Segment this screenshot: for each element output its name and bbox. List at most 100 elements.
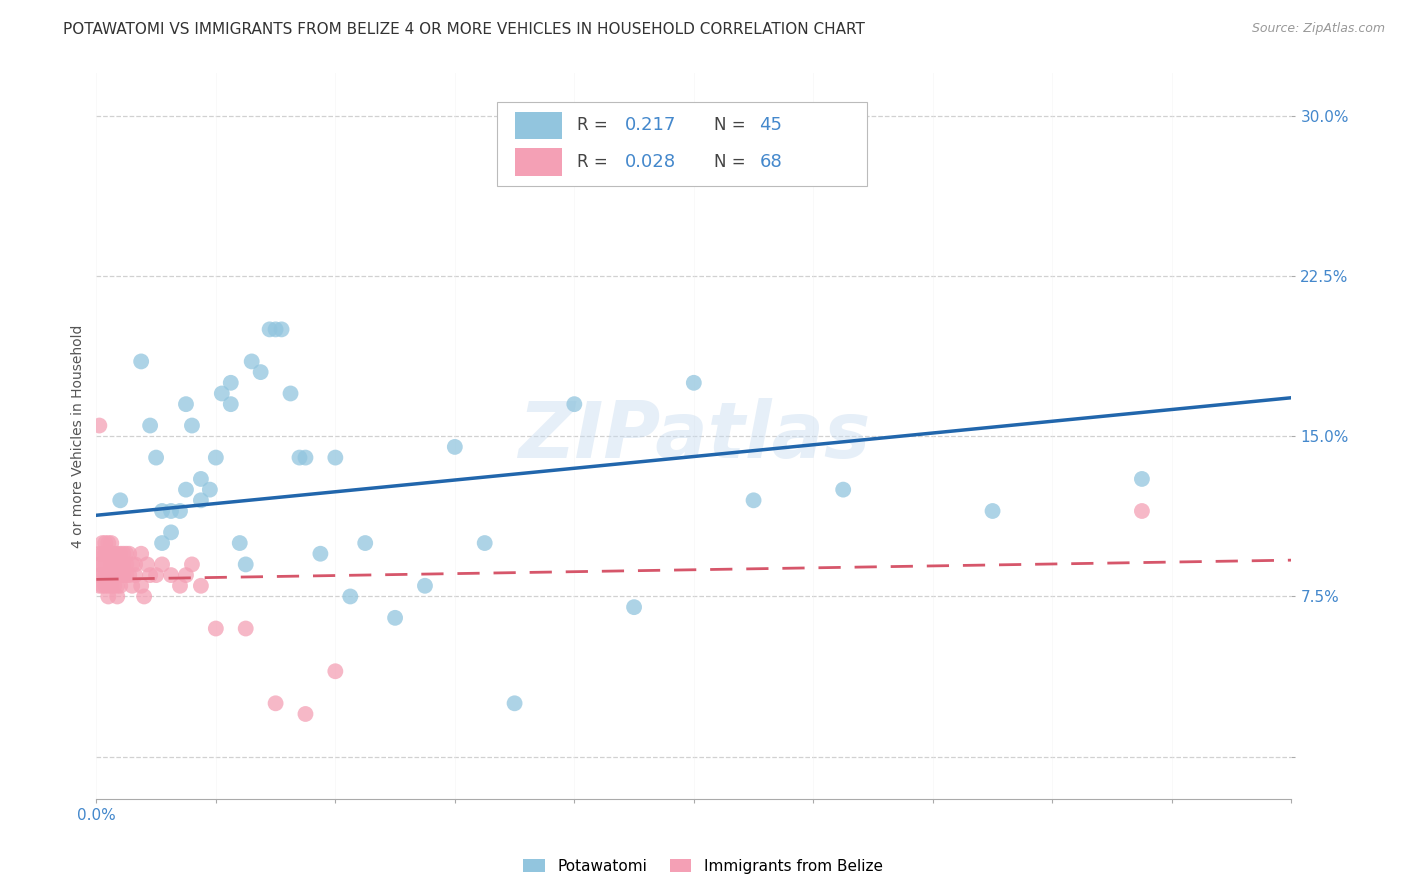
Point — [121, 558, 143, 572]
Point — [94, 568, 117, 582]
Point — [110, 547, 132, 561]
Point — [981, 504, 1004, 518]
Point — [280, 386, 302, 401]
Point — [160, 525, 183, 540]
Point — [443, 440, 465, 454]
Y-axis label: 4 or more Vehicles in Household: 4 or more Vehicles in Household — [72, 325, 86, 548]
Point — [97, 568, 120, 582]
Point — [413, 579, 436, 593]
Point — [118, 568, 141, 582]
Point — [97, 579, 120, 593]
Point — [105, 579, 128, 593]
Point — [100, 536, 122, 550]
Point — [124, 558, 146, 572]
Text: ZIPatlas: ZIPatlas — [517, 398, 870, 475]
Point — [94, 579, 117, 593]
Point — [97, 536, 120, 550]
Point — [100, 568, 122, 582]
Point — [89, 579, 111, 593]
Point — [103, 558, 125, 572]
Point — [174, 397, 197, 411]
Point — [91, 536, 114, 550]
Point — [623, 600, 645, 615]
Point — [190, 579, 212, 593]
Point — [682, 376, 704, 390]
Point — [115, 568, 138, 582]
Point — [288, 450, 311, 465]
Point — [105, 558, 128, 572]
Point — [181, 558, 204, 572]
Point — [174, 483, 197, 497]
Point — [742, 493, 765, 508]
Point — [129, 579, 152, 593]
Point — [264, 322, 287, 336]
Text: 0.217: 0.217 — [624, 117, 676, 135]
Point — [1130, 504, 1153, 518]
Point — [112, 547, 135, 561]
Point — [115, 547, 138, 561]
Point — [205, 622, 228, 636]
Bar — [515, 112, 562, 139]
Point — [115, 558, 138, 572]
Point — [145, 450, 167, 465]
Point — [97, 547, 120, 561]
Point — [294, 706, 316, 721]
Point — [100, 547, 122, 561]
Point — [174, 568, 197, 582]
Point — [112, 558, 135, 572]
Text: Source: ZipAtlas.com: Source: ZipAtlas.com — [1251, 22, 1385, 36]
Text: N =: N = — [714, 153, 751, 171]
Point — [100, 579, 122, 593]
Text: N =: N = — [714, 117, 751, 135]
Point — [339, 590, 361, 604]
Point — [264, 696, 287, 710]
Text: R =: R = — [576, 153, 613, 171]
Point — [190, 493, 212, 508]
Text: R =: R = — [576, 117, 613, 135]
Point — [325, 450, 347, 465]
Bar — [515, 148, 562, 176]
FancyBboxPatch shape — [496, 102, 868, 186]
Point — [229, 536, 252, 550]
Point — [354, 536, 377, 550]
Point — [129, 354, 152, 368]
Point — [384, 611, 406, 625]
Point — [118, 547, 141, 561]
Point — [129, 547, 152, 561]
Point — [94, 558, 117, 572]
Point — [89, 418, 111, 433]
Point — [832, 483, 855, 497]
Point — [249, 365, 271, 379]
Point — [309, 547, 332, 561]
Point — [124, 568, 146, 582]
Text: 68: 68 — [759, 153, 782, 171]
Point — [91, 547, 114, 561]
Point — [94, 547, 117, 561]
Legend: Potawatomi, Immigrants from Belize: Potawatomi, Immigrants from Belize — [517, 853, 889, 880]
Point — [219, 397, 242, 411]
Point — [474, 536, 496, 550]
Point — [562, 397, 585, 411]
Point — [169, 504, 191, 518]
Point — [110, 568, 132, 582]
Point — [110, 579, 132, 593]
Point — [97, 590, 120, 604]
Point — [240, 354, 263, 368]
Point — [105, 590, 128, 604]
Point — [103, 568, 125, 582]
Point — [139, 418, 162, 433]
Point — [121, 579, 143, 593]
Text: POTAWATOMI VS IMMIGRANTS FROM BELIZE 4 OR MORE VEHICLES IN HOUSEHOLD CORRELATION: POTAWATOMI VS IMMIGRANTS FROM BELIZE 4 O… — [63, 22, 865, 37]
Point — [139, 568, 162, 582]
Point — [94, 536, 117, 550]
Text: 0.028: 0.028 — [624, 153, 676, 171]
Point — [198, 483, 221, 497]
Point — [105, 568, 128, 582]
Point — [100, 558, 122, 572]
Point — [89, 547, 111, 561]
Point — [1130, 472, 1153, 486]
Point — [91, 568, 114, 582]
Point — [235, 622, 257, 636]
Point — [150, 504, 173, 518]
Point — [190, 472, 212, 486]
